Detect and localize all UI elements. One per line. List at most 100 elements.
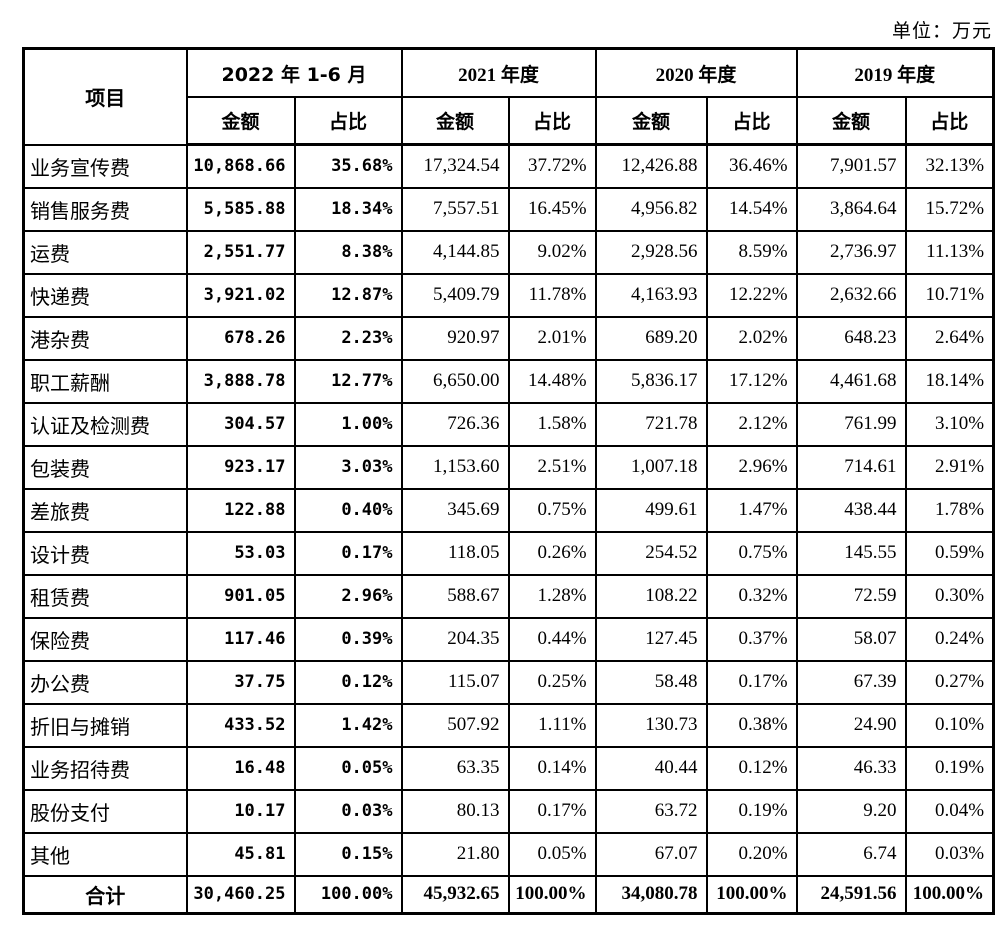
total-ratio-2021: 100.00% [507,874,597,915]
ratio-cell-2020: 0.17% [705,659,798,705]
column-header-amount-2022: 金额 [185,96,296,146]
amount-cell-2021: 115.07 [400,659,510,705]
amount-cell-2021: 726.36 [400,401,510,447]
amount-cell-2019: 67.39 [795,659,907,705]
item-cell: 运费 [22,229,188,275]
item-cell: 港杂费 [22,315,188,361]
column-header-ratio-2019: 占比 [904,96,995,146]
item-cell: 快递费 [22,272,188,318]
item-cell: 包装费 [22,444,188,490]
column-header-period-2020: 2020 年度 [594,47,798,98]
ratio-cell-2020: 0.32% [705,573,798,619]
table-row: 职工薪酬 3,888.78 12.77% 6,650.00 14.48% 5,8… [22,358,995,404]
item-cell: 设计费 [22,530,188,576]
ratio-cell-2021: 0.44% [507,616,597,662]
amount-cell-2020: 4,956.82 [594,186,708,232]
ratio-cell-2022: 2.23% [293,315,403,361]
amount-cell-2021: 17,324.54 [400,143,510,189]
ratio-cell-2020: 36.46% [705,143,798,189]
amount-cell-2020: 5,836.17 [594,358,708,404]
ratio-cell-2021: 2.01% [507,315,597,361]
ratio-cell-2021: 2.51% [507,444,597,490]
amount-cell-2019: 145.55 [795,530,907,576]
item-cell: 保险费 [22,616,188,662]
amount-cell-2020: 689.20 [594,315,708,361]
amount-cell-2022: 16.48 [185,745,296,791]
table-row: 包装费 923.17 3.03% 1,153.60 2.51% 1,007.18… [22,444,995,490]
item-cell: 其他 [22,831,188,877]
ratio-cell-2020: 0.75% [705,530,798,576]
item-cell: 办公费 [22,659,188,705]
ratio-cell-2020: 2.12% [705,401,798,447]
amount-cell-2020: 127.45 [594,616,708,662]
table-row: 其他 45.81 0.15% 21.80 0.05% 67.07 0.20% 6… [22,831,995,877]
ratio-cell-2020: 8.59% [705,229,798,275]
ratio-cell-2021: 11.78% [507,272,597,318]
table-row: 销售服务费 5,585.88 18.34% 7,557.51 16.45% 4,… [22,186,995,232]
ratio-cell-2022: 8.38% [293,229,403,275]
amount-cell-2022: 433.52 [185,702,296,748]
total-amount-2022: 30,460.25 [185,874,296,915]
ratio-cell-2019: 1.78% [904,487,995,533]
column-header-amount-2021: 金额 [400,96,510,146]
item-cell: 股份支付 [22,788,188,834]
ratio-cell-2019: 0.03% [904,831,995,877]
amount-cell-2020: 108.22 [594,573,708,619]
ratio-cell-2019: 18.14% [904,358,995,404]
item-cell: 租赁费 [22,573,188,619]
ratio-cell-2022: 0.12% [293,659,403,705]
ratio-cell-2020: 0.20% [705,831,798,877]
total-row: 合计 30,460.25 100.00% 45,932.65 100.00% 3… [22,874,995,915]
table-row: 认证及检测费 304.57 1.00% 726.36 1.58% 721.78 … [22,401,995,447]
amount-cell-2022: 53.03 [185,530,296,576]
item-cell: 职工薪酬 [22,358,188,404]
amount-cell-2020: 721.78 [594,401,708,447]
table-row: 业务招待费 16.48 0.05% 63.35 0.14% 40.44 0.12… [22,745,995,791]
ratio-cell-2020: 0.12% [705,745,798,791]
ratio-cell-2021: 16.45% [507,186,597,232]
ratio-cell-2022: 0.15% [293,831,403,877]
ratio-cell-2021: 1.58% [507,401,597,447]
ratio-cell-2021: 0.17% [507,788,597,834]
ratio-cell-2020: 2.96% [705,444,798,490]
table-row: 港杂费 678.26 2.23% 920.97 2.01% 689.20 2.0… [22,315,995,361]
amount-cell-2022: 2,551.77 [185,229,296,275]
ratio-cell-2022: 2.96% [293,573,403,619]
amount-cell-2021: 6,650.00 [400,358,510,404]
ratio-cell-2022: 0.40% [293,487,403,533]
amount-cell-2020: 130.73 [594,702,708,748]
ratio-cell-2019: 15.72% [904,186,995,232]
amount-cell-2021: 4,144.85 [400,229,510,275]
total-ratio-2020: 100.00% [705,874,798,915]
ratio-cell-2019: 0.10% [904,702,995,748]
total-amount-2020: 34,080.78 [594,874,708,915]
amount-cell-2020: 2,928.56 [594,229,708,275]
ratio-cell-2019: 0.24% [904,616,995,662]
amount-cell-2021: 7,557.51 [400,186,510,232]
amount-cell-2019: 761.99 [795,401,907,447]
item-cell: 业务宣传费 [22,143,188,189]
amount-cell-2020: 40.44 [594,745,708,791]
amount-cell-2022: 923.17 [185,444,296,490]
amount-cell-2019: 3,864.64 [795,186,907,232]
ratio-cell-2021: 1.11% [507,702,597,748]
ratio-cell-2021: 0.05% [507,831,597,877]
ratio-cell-2022: 18.34% [293,186,403,232]
table-row: 股份支付 10.17 0.03% 80.13 0.17% 63.72 0.19%… [22,788,995,834]
ratio-cell-2021: 0.14% [507,745,597,791]
amount-cell-2020: 12,426.88 [594,143,708,189]
amount-cell-2020: 63.72 [594,788,708,834]
amount-cell-2019: 24.90 [795,702,907,748]
amount-cell-2021: 80.13 [400,788,510,834]
amount-cell-2019: 7,901.57 [795,143,907,189]
table-body: 业务宣传费 10,868.66 35.68% 17,324.54 37.72% … [22,143,995,915]
column-header-amount-2020: 金额 [594,96,708,146]
expense-table: 项目 2022 年 1-6 月 2021 年度 2020 年度 2019 年度 … [22,47,996,915]
unit-label: 单位：万元 [891,21,992,42]
table-row: 差旅费 122.88 0.40% 345.69 0.75% 499.61 1.4… [22,487,995,533]
column-header-ratio-2022: 占比 [293,96,403,146]
amount-cell-2019: 2,736.97 [795,229,907,275]
amount-cell-2019: 58.07 [795,616,907,662]
amount-cell-2022: 10.17 [185,788,296,834]
